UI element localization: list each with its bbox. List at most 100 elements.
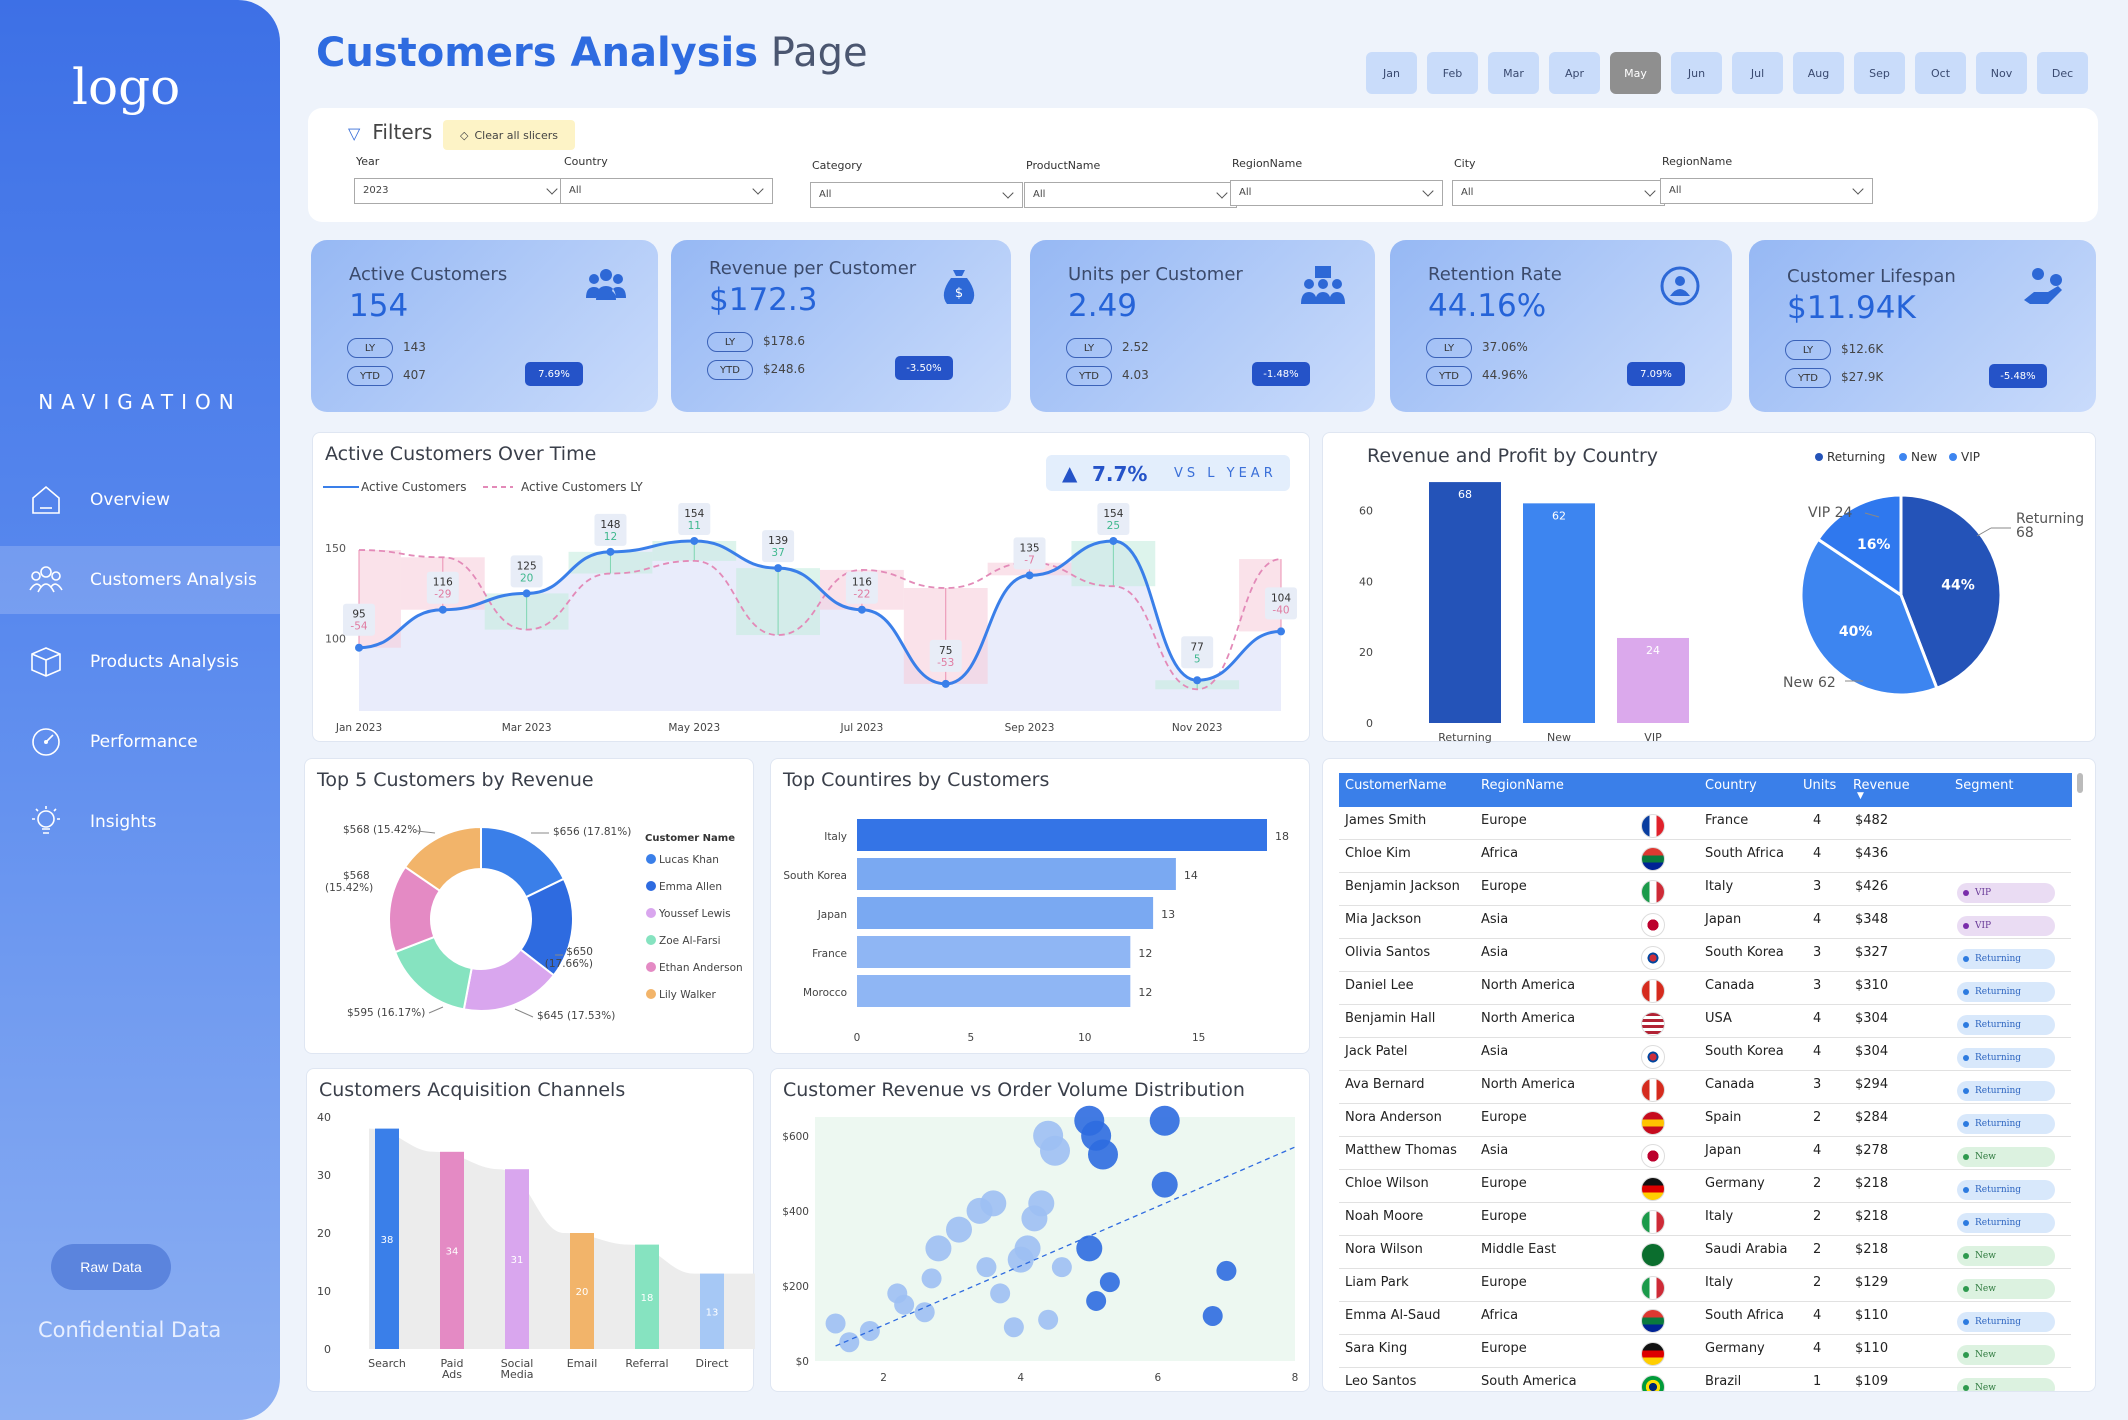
data-label-bg (1181, 636, 1214, 669)
donut-legend-label: Lucas Khan (659, 854, 719, 866)
month-jan[interactable]: Jan (1366, 52, 1417, 94)
cell-revenue: $278 (1855, 1143, 1889, 1158)
table-row[interactable]: Benjamin Jackson Europe Italy 3 $426 VIP (1339, 873, 2071, 906)
x-tick-label: 10 (1078, 1032, 1091, 1044)
table-row[interactable]: Ava Bernard North America Canada 3 $294 Retur… (1339, 1071, 2071, 1104)
table-row[interactable]: Noah Moore Europe Italy 2 $218 Returning (1339, 1203, 2071, 1236)
month-dec[interactable]: Dec (2037, 52, 2088, 94)
table-row[interactable]: Sara King Europe Germany 4 $110 New (1339, 1335, 2071, 1368)
table-row[interactable]: Liam Park Europe Italy 2 $129 New (1339, 1269, 2071, 1302)
ly-pill: LY (707, 332, 753, 352)
flag-icon-de (1641, 1342, 1665, 1366)
table-row[interactable]: Jack Patel Asia South Korea 4 $304 Returning (1339, 1038, 2071, 1071)
table-row[interactable]: Nora Anderson Europe Spain 2 $284 Returning (1339, 1104, 2071, 1137)
month-apr[interactable]: Apr (1549, 52, 1600, 94)
y-tick-label: 100 (325, 633, 346, 646)
filter-product-dropdown[interactable]: All (1024, 182, 1237, 208)
month-jun[interactable]: Jun (1671, 52, 1722, 94)
table-row[interactable]: James Smith Europe France 4 $482 (1339, 807, 2071, 840)
month-mar[interactable]: Mar (1488, 52, 1539, 94)
segment-badge: Returning (1957, 1081, 2055, 1101)
month-feb[interactable]: Feb (1427, 52, 1478, 94)
y-tick-label: Italy (824, 831, 847, 843)
x-tick-label: Direct (696, 1357, 730, 1370)
top-countries-card: Top Countires by Customers 18 Italy 14 Sout… (770, 758, 1310, 1054)
clear-slicers-label: Clear all slicers (474, 128, 558, 142)
flag-icon-it (1641, 1276, 1665, 1300)
nav-customers-analysis[interactable]: Customers Analysis (0, 546, 280, 614)
cell-name: Emma Al-Saud (1345, 1308, 1441, 1323)
nav-performance[interactable]: Performance (0, 708, 280, 776)
col-units[interactable]: Units (1803, 778, 1837, 793)
scatter-point (914, 1302, 935, 1323)
cell-region: Middle East (1481, 1242, 1557, 1257)
col-country[interactable]: Country (1705, 778, 1757, 793)
month-nov[interactable]: Nov (1976, 52, 2027, 94)
ly-pill: LY (347, 338, 393, 358)
bar (857, 858, 1176, 890)
segment-badge: Returning (1957, 949, 2055, 969)
table-row[interactable]: Nora Wilson Middle East Saudi Arabia 2 $218 N… (1339, 1236, 2071, 1269)
col-segment[interactable]: Segment (1955, 778, 2014, 793)
raw-data-button[interactable]: Raw Data (51, 1244, 171, 1290)
table-row[interactable]: Emma Al-Saud Africa South Africa 4 $110 Retur… (1339, 1302, 2071, 1335)
data-point (1193, 676, 1202, 685)
bar-value-label: 13 (1161, 908, 1175, 921)
filter-country-dropdown[interactable]: All (560, 178, 773, 204)
flag-icon-de (1641, 1177, 1665, 1201)
table-row[interactable]: Daniel Lee North America Canada 3 $310 Return… (1339, 972, 2071, 1005)
month-jul[interactable]: Jul (1732, 52, 1783, 94)
sort-desc-icon: ▼ (1857, 791, 1864, 801)
month-may[interactable]: May (1610, 52, 1661, 94)
table-row[interactable]: Matthew Thomas Asia Japan 4 $278 New (1339, 1137, 2071, 1170)
filter-city-dropdown[interactable]: All (1452, 180, 1665, 206)
table-scrollbar[interactable] (2077, 773, 2083, 793)
nav-insights[interactable]: Insights (0, 788, 280, 856)
filter-region2-dropdown[interactable]: All (1660, 178, 1873, 204)
bar-value-label: 20 (576, 1287, 589, 1298)
cell-revenue: $218 (1855, 1209, 1889, 1224)
customers-table-card: CustomerName RegionName Country Units Re… (1322, 758, 2096, 1392)
clear-slicers-button[interactable]: ◇ Clear all slicers (443, 120, 575, 150)
col-revenue[interactable]: Revenue (1853, 778, 1910, 793)
bar (440, 1151, 464, 1349)
table-row[interactable]: Benjamin Hall North America USA 4 $304 Return… (1339, 1005, 2071, 1038)
data-label-value: 154 (1103, 508, 1123, 520)
cell-revenue: $304 (1855, 1044, 1889, 1059)
confidential-label: Confidential Data (38, 1318, 222, 1342)
pie-percent-label: 40% (1839, 624, 1873, 640)
table-row[interactable]: Leo Santos South America Brazil 1 $109 New (1339, 1368, 2071, 1391)
filter-category-dropdown[interactable]: All (810, 182, 1023, 208)
y-tick-label: Morocco (803, 987, 847, 999)
leader-line (1976, 527, 1992, 537)
table-row[interactable]: Chloe Wilson Europe Germany 2 $218 Returning (1339, 1170, 2071, 1203)
flag-icon-jp (1641, 1144, 1665, 1168)
bar-value-label: 12 (1138, 986, 1152, 999)
col-region-name[interactable]: RegionName (1481, 778, 1564, 793)
lightbulb-icon (32, 806, 60, 834)
bar-value-label: 13 (706, 1307, 719, 1318)
segment-badge: Returning (1957, 1114, 2055, 1134)
filter-region-dropdown[interactable]: All (1230, 180, 1443, 206)
x-tick-label: 0 (854, 1032, 861, 1044)
month-aug[interactable]: Aug (1793, 52, 1844, 94)
donut-outer-label: (17.66%) (545, 958, 593, 970)
y-tick-label: South Korea (783, 870, 847, 882)
pie-slice (1799, 537, 1939, 697)
segment-badge: VIP (1957, 916, 2055, 936)
table-row[interactable]: Chloe Kim Africa South Africa 4 $436 (1339, 840, 2071, 873)
scatter-point (976, 1257, 997, 1278)
table-row[interactable]: Mia Jackson Asia Japan 4 $348 VIP (1339, 906, 2071, 939)
leader-line (428, 1006, 444, 1014)
nav-products-analysis[interactable]: Products Analysis (0, 628, 280, 696)
nav-overview[interactable]: Overview (0, 466, 280, 534)
filter-year-dropdown[interactable]: 2023 (354, 178, 567, 204)
data-label-diff: 12 (604, 531, 617, 543)
col-customer-name[interactable]: CustomerName (1345, 778, 1447, 793)
month-oct[interactable]: Oct (1915, 52, 1966, 94)
cell-revenue: $218 (1855, 1176, 1889, 1191)
data-point (774, 564, 783, 573)
month-sep[interactable]: Sep (1854, 52, 1905, 94)
scatter-point (1086, 1290, 1107, 1311)
table-row[interactable]: Olivia Santos Asia South Korea 3 $327 Returni… (1339, 939, 2071, 972)
